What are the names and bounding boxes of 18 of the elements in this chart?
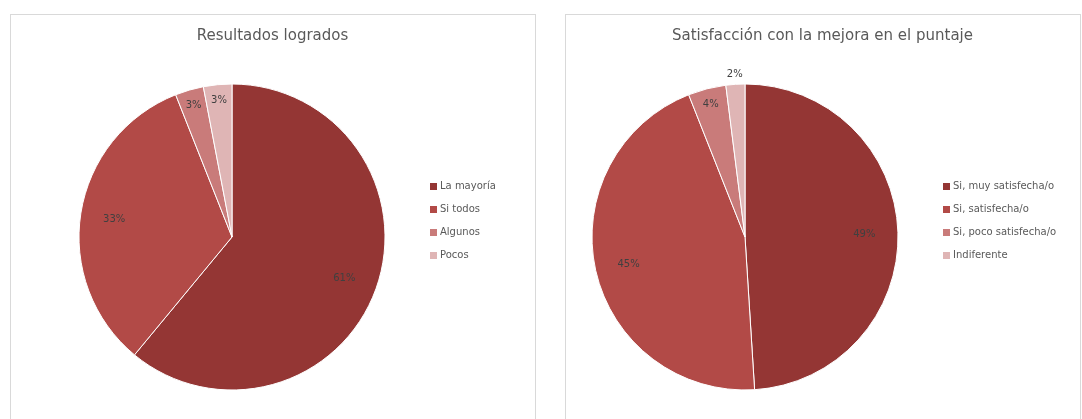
- data-label: 4%: [702, 98, 719, 110]
- chart-title: Satisfacción con la mejora en el puntaje: [672, 26, 973, 44]
- legend-label: La mayoría: [440, 180, 496, 191]
- legend-label: Si, poco satisfecha/o: [953, 226, 1057, 237]
- data-label: 3%: [185, 99, 202, 111]
- legend-label: Indiferente: [953, 249, 1008, 260]
- legend-label: Si, muy satisfecha/o: [953, 180, 1055, 191]
- data-label: 45%: [617, 257, 640, 269]
- legend-label: Pocos: [440, 249, 469, 260]
- data-label: 2%: [726, 68, 743, 80]
- data-label: 61%: [333, 271, 356, 283]
- data-label: 3%: [211, 94, 227, 106]
- data-label: 33%: [103, 212, 126, 224]
- chart-title: Resultados logrados: [196, 26, 349, 44]
- legend-label: Si todos: [440, 203, 481, 214]
- legend-label: Algunos: [440, 226, 480, 237]
- legend-label: Si, satisfecha/o: [953, 203, 1029, 214]
- data-label: 49%: [853, 227, 876, 239]
